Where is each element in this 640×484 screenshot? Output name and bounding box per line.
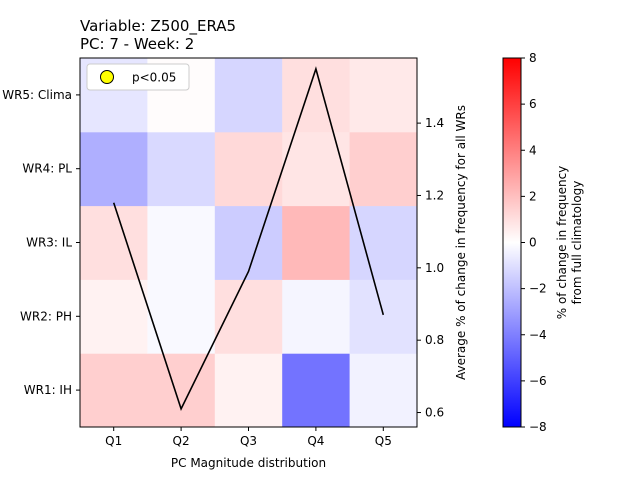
x-tick-label: Q3 (240, 434, 257, 448)
colorbar-tick-label: −8 (529, 420, 547, 434)
y-axis-right: 0.6 0.8 1.0 1.2 1.4 (417, 116, 444, 420)
heatmap-cell (214, 353, 283, 428)
heatmap-cell (349, 353, 418, 428)
right-tick-label: 1.4 (425, 116, 444, 130)
y-tick-label: WR2: PH (20, 309, 72, 323)
colorbar-label-line-2: from full climatology (570, 181, 584, 305)
right-tick-label: 1.0 (425, 261, 444, 275)
heatmap-cell (80, 205, 148, 280)
y-tick-label: WR3: IL (26, 236, 72, 250)
y-tick-label: WR4: PL (22, 162, 72, 176)
chart-title-line-1: Variable: Z500_ERA5 (80, 17, 236, 36)
x-tick-label: Q4 (307, 434, 324, 448)
heatmap-cell (214, 131, 283, 207)
colorbar-label: % of change in frequency from full clima… (555, 166, 584, 320)
x-axis: Q1 Q2 Q3 Q4 Q5 (105, 427, 392, 448)
legend-label: p<0.05 (132, 71, 176, 85)
x-tick-label: Q2 (173, 434, 190, 448)
heatmap-cell (214, 58, 283, 133)
colorbar-tick-label: 6 (529, 97, 537, 111)
right-tick-label: 0.6 (425, 406, 444, 420)
heatmap-cell (349, 279, 418, 354)
x-axis-label: PC Magnitude distribution (171, 456, 326, 470)
y-axis-left: WR1: IH WR2: PH WR3: IL WR4: PL WR5: Clima (2, 88, 80, 397)
average-change-line (112, 66, 385, 412)
x-tick-label: Q1 (105, 434, 122, 448)
legend-marker (100, 70, 114, 84)
heatmap-cells (80, 58, 418, 428)
y-tick-label: WR1: IH (24, 383, 72, 397)
colorbar-axis: 8 6 4 2 0 −2 −4 −6 −8 (521, 51, 547, 434)
heatmap-cell (80, 131, 148, 207)
right-tick-label: 1.2 (425, 188, 444, 202)
heatmap-cell (282, 131, 351, 207)
heatmap-cell (282, 205, 351, 280)
heatmap-cell (214, 279, 283, 354)
heatmap-cell (147, 205, 216, 280)
colorbar-tick-label: −2 (529, 282, 547, 296)
heatmap-cell (80, 279, 148, 354)
colorbar-tick-label: 0 (529, 236, 537, 250)
heatmap-cell (147, 353, 216, 428)
colorbar-tick-label: −6 (529, 374, 547, 388)
heatmap-cell (349, 205, 418, 280)
right-y-axis-label: Average % of change in frequency for all… (454, 105, 468, 380)
legend-box (86, 63, 190, 91)
legend: p<0.05 (86, 63, 190, 91)
heatmap-cell (349, 131, 418, 207)
right-tick-label: 0.8 (425, 333, 444, 347)
chart-title-line-2: PC: 7 - Week: 2 (80, 35, 194, 53)
x-tick-label: Q5 (375, 434, 392, 448)
colorbar-tick-label: 4 (529, 143, 537, 157)
colorbar (502, 57, 522, 428)
heatmap-cell (147, 131, 216, 207)
colorbar-tick-label: 2 (529, 189, 537, 203)
colorbar-label-line-1: % of change in frequency (555, 166, 569, 320)
heatmap-cell (282, 279, 351, 354)
heatmap-cell (214, 205, 283, 280)
colorbar-tick-label: 8 (529, 51, 537, 65)
heatmap-cell (147, 279, 216, 354)
colorbar-tick-label: −4 (529, 328, 547, 342)
heatmap-cell (80, 353, 148, 428)
heatmap-cell (282, 353, 351, 428)
y-tick-label: WR5: Clima (2, 88, 72, 102)
heatmap-cell (349, 58, 418, 133)
